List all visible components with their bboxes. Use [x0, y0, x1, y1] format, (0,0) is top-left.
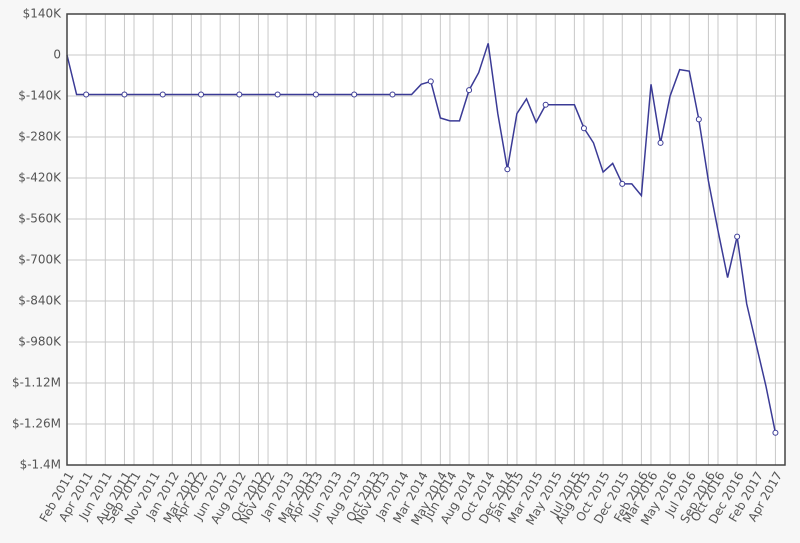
data-point: [695, 116, 702, 123]
data-point: [121, 91, 128, 98]
data-line: [66, 43, 777, 433]
data-point: [274, 91, 281, 98]
y-tick-label: $140K: [23, 7, 63, 21]
data-point: [619, 180, 626, 187]
y-tick-label: $-700K: [18, 253, 62, 267]
data-point: [312, 91, 319, 98]
y-tick-label: $-1.12M: [12, 376, 61, 390]
y-tick-label: $-1.4M: [20, 458, 61, 472]
data-point: [772, 429, 779, 436]
y-tick-label: $-1.26M: [12, 417, 61, 431]
data-point: [542, 101, 549, 108]
data-point: [734, 233, 741, 240]
data-point: [427, 78, 434, 85]
y-tick-label: $-840K: [18, 294, 62, 308]
y-tick-label: $-560K: [18, 212, 62, 226]
data-point: [83, 91, 90, 98]
plot-border: [66, 13, 786, 466]
y-tick-label: $-420K: [18, 171, 62, 185]
data-point: [657, 139, 664, 146]
data-point: [389, 91, 396, 98]
data-point: [466, 87, 473, 94]
data-point: [580, 125, 587, 132]
y-tick-label: 0: [53, 48, 61, 62]
y-tick-label: $-280K: [18, 130, 62, 144]
data-point: [159, 91, 166, 98]
y-tick-label: $-980K: [18, 335, 62, 349]
data-point: [504, 166, 511, 173]
data-point: [198, 91, 205, 98]
data-point: [236, 91, 243, 98]
y-tick-label: $-140K: [18, 89, 62, 103]
data-point: [351, 91, 358, 98]
plot-area: [67, 14, 785, 465]
